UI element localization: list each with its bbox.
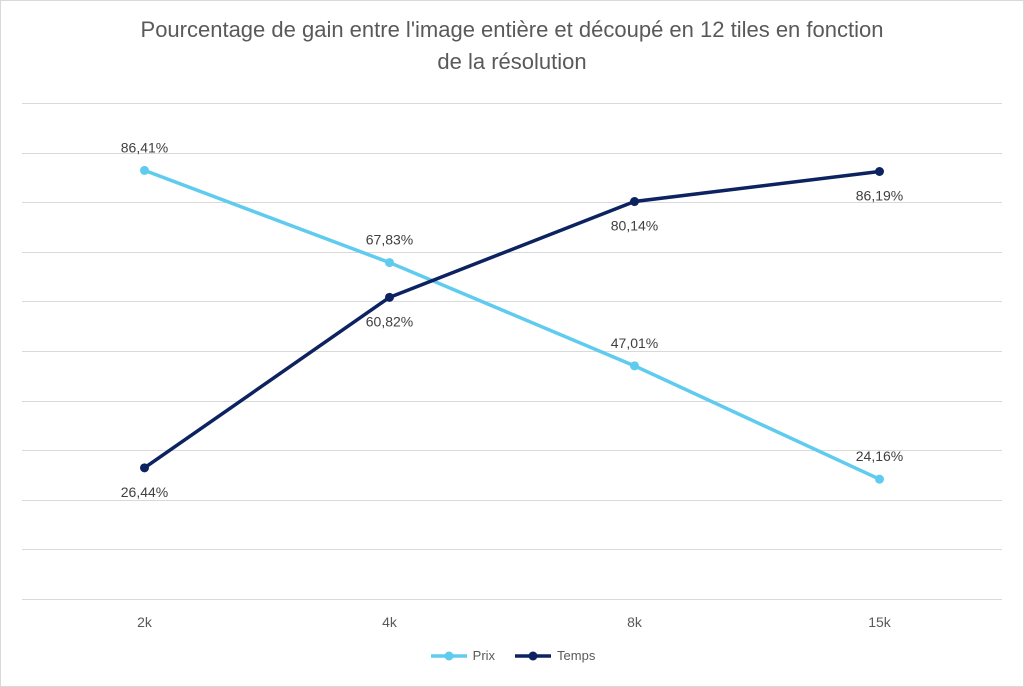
- chart-legend: Prix Temps: [0, 648, 1024, 663]
- data-label-prix: 86,41%: [121, 139, 168, 155]
- legend-item-prix: Prix: [429, 648, 495, 663]
- data-point-temps: [385, 292, 394, 302]
- series-line-temps: [142, 169, 882, 470]
- x-tick-label: 15k: [868, 614, 892, 630]
- data-point-temps: [875, 166, 884, 176]
- data-label-temps: 60,82%: [366, 313, 413, 329]
- legend-marker: [528, 651, 538, 660]
- x-tick-label: 8k: [627, 614, 643, 630]
- data-label-prix: 24,16%: [856, 448, 903, 464]
- data-label-temps: 26,44%: [121, 484, 168, 500]
- data-label-temps: 80,14%: [611, 218, 658, 234]
- chart-title-line-1: Pourcentage de gain entre l'image entièr…: [140, 17, 884, 42]
- data-point-prix: [140, 165, 149, 175]
- legend-label: Prix: [472, 648, 496, 663]
- data-point-temps: [140, 463, 149, 473]
- chart-title: Pourcentage de gain entre l'image entièr…: [0, 14, 1024, 78]
- legend-item-temps: Temps: [513, 648, 595, 663]
- legend-swatch-prix: [430, 651, 467, 660]
- data-label-prix: 47,01%: [611, 335, 658, 351]
- legend-label: Temps: [557, 648, 596, 663]
- data-point-prix: [630, 361, 639, 371]
- data-point-prix: [875, 474, 884, 484]
- chart-title-line-2: de la résolution: [437, 49, 587, 74]
- data-label-temps: 86,19%: [856, 187, 903, 203]
- data-point-temps: [630, 197, 639, 207]
- series-line-prix: [142, 168, 882, 481]
- data-label-prix: 67,83%: [366, 232, 413, 248]
- legend-swatch-temps: [515, 651, 552, 660]
- data-point-prix: [385, 258, 394, 268]
- legend-marker: [444, 651, 454, 660]
- x-tick-label: 2k: [137, 614, 153, 630]
- x-tick-label: 4k: [382, 614, 398, 630]
